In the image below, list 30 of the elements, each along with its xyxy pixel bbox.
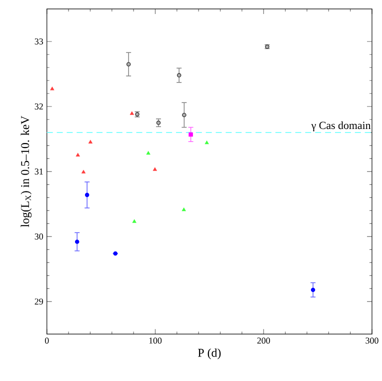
y-tick-label: 29 (34, 298, 43, 305)
x-tick-label: 0 (44, 338, 49, 344)
x-tick-label: 300 (366, 338, 378, 344)
x-tick-label: 100 (149, 338, 162, 344)
point (76, 153, 80, 157)
x-axis-title: P (d) (198, 348, 221, 360)
point (156, 120, 161, 125)
point (204, 140, 209, 144)
x-tick-label: 200 (257, 338, 270, 344)
point (182, 112, 186, 118)
point (188, 132, 193, 137)
point (310, 288, 316, 292)
point (126, 62, 131, 66)
y-tick-label: 32 (34, 104, 43, 110)
point (146, 151, 150, 155)
point (176, 73, 182, 78)
point (50, 86, 54, 90)
point (74, 240, 80, 244)
point (182, 208, 186, 212)
ref-line-label: γ Cas domain (311, 121, 371, 132)
y-axis-title: log(L$_{X}$) in 0.5–10. keV (20, 116, 32, 228)
point (82, 170, 86, 174)
point (130, 112, 134, 115)
point (132, 219, 136, 223)
y-tick-label: 33 (34, 38, 44, 45)
point (84, 192, 90, 198)
point (153, 167, 157, 171)
y-tick-label: 31 (34, 168, 43, 175)
point (88, 140, 92, 144)
y-tick-label: 30 (34, 234, 44, 240)
